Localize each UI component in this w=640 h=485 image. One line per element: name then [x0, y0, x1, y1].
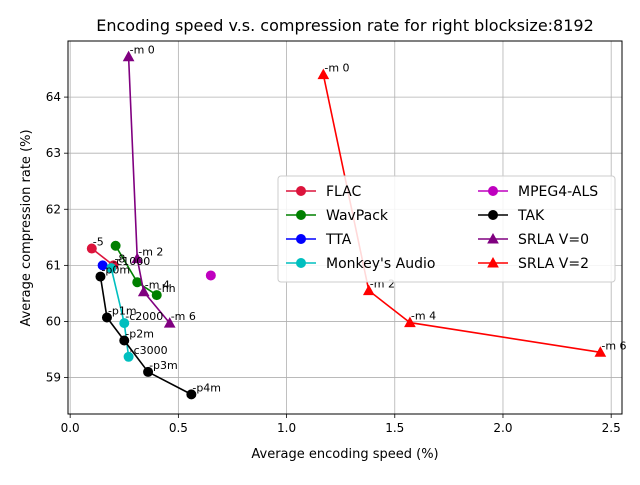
chart-title: Encoding speed v.s. compression rate for…: [96, 16, 594, 35]
legend-marker: [487, 256, 499, 268]
point-label: -m 0: [324, 62, 349, 75]
data-point: [110, 240, 121, 251]
data-point: [151, 290, 162, 301]
y-tick-label: 60: [46, 314, 61, 328]
legend-entry: SRLA V=2: [478, 256, 589, 272]
data-point: [119, 335, 130, 346]
point-label: -hh: [158, 282, 176, 295]
legend-label: SRLA V=0: [518, 232, 589, 248]
y-tick-label: 64: [46, 90, 61, 104]
x-tick-label: 1.0: [277, 421, 296, 435]
data-point: [137, 285, 150, 297]
legend-entry: Monkey's Audio: [286, 256, 435, 272]
point-label: -c1000: [112, 255, 150, 268]
legend-marker: [296, 234, 306, 244]
point-label: -p3m: [149, 359, 178, 372]
point-label: -p1m: [108, 305, 137, 318]
data-point: [106, 263, 117, 274]
legend-marker: [488, 210, 498, 220]
point-label: -5: [93, 236, 104, 249]
x-tick-label: 0.0: [61, 421, 80, 435]
point-label: -m 4: [411, 310, 436, 323]
point-label: -8: [114, 252, 125, 265]
series-srla-v-0: [122, 50, 176, 328]
legend-entry: WavPack: [286, 208, 389, 224]
data-point: [122, 50, 135, 62]
point-label: -m 6: [171, 310, 196, 323]
legend-label: TTA: [325, 232, 352, 248]
data-point: [404, 316, 416, 328]
legend-label: SRLA V=2: [518, 256, 589, 272]
data-point: [362, 284, 375, 296]
x-tick-label: 2.5: [602, 421, 621, 435]
point-label: -m 6: [601, 339, 626, 352]
y-tick-label: 63: [46, 146, 61, 160]
series-wavpack: [110, 240, 162, 301]
series-tak: [95, 271, 197, 400]
tick-layer: 0.0 0.5 1.0 1.5 2.0 2.5 59 60 61 62 63 64: [46, 90, 621, 435]
data-point: [163, 317, 176, 328]
data-point: [132, 277, 143, 288]
point-label: -c3000: [130, 344, 168, 357]
data-point: [594, 346, 607, 357]
data-point: [119, 318, 130, 329]
legend-entry: MPEG4-ALS: [478, 184, 598, 200]
point-label: -m 0: [130, 44, 155, 57]
point-label: -p4m: [192, 381, 221, 394]
data-point: [86, 243, 97, 254]
legend-entry: SRLA V=0: [478, 232, 589, 248]
legend-marker: [296, 258, 306, 268]
point-label-layer: -5 -8 -hh -c1000 -c2000 -c3000 -p0m -p1m -p2m -p3…: [93, 44, 627, 395]
series-mpeg4-als: [205, 270, 216, 281]
data-point: [123, 351, 134, 362]
x-tick-label: 0.5: [169, 421, 188, 435]
legend-entry: TTA: [286, 232, 352, 248]
data-point: [131, 252, 144, 264]
plot-frame: [67, 40, 623, 415]
legend-marker: [296, 186, 306, 196]
data-point: [97, 260, 108, 271]
series-line: [127, 56, 171, 324]
legend-marker: [296, 210, 306, 220]
legend-label: FLAC: [326, 184, 362, 200]
x-tick-label: 2.0: [493, 421, 512, 435]
point-label: -p2m: [125, 328, 154, 341]
legend: FLAC WavPack TTA Monkey's Audio MPEG4-ALS TAK…: [277, 175, 616, 283]
y-tick-label: 61: [46, 258, 61, 272]
data-point: [205, 270, 216, 281]
legend-box: [277, 175, 616, 283]
y-axis-label: Average compression rate (%): [19, 129, 34, 326]
legend-label: WavPack: [326, 208, 389, 224]
legend-entry: FLAC: [286, 184, 362, 200]
data-point: [101, 312, 112, 323]
data-point: [95, 271, 106, 282]
y-tick-label: 62: [46, 202, 61, 216]
data-point: [143, 366, 154, 377]
legend-label: MPEG4-ALS: [518, 184, 598, 200]
x-axis-label: Average encoding speed (%): [251, 447, 438, 462]
legend-marker: [487, 232, 499, 244]
point-label: -p0m: [101, 264, 130, 277]
data-point: [317, 68, 330, 80]
point-label: -c2000: [125, 310, 163, 323]
series-tta: [97, 260, 108, 271]
legend-label: Monkey's Audio: [326, 256, 435, 272]
legend-marker: [488, 186, 498, 196]
point-label: -m 2: [138, 246, 163, 259]
point-label: -m 4: [145, 279, 170, 292]
x-tick-label: 1.5: [385, 421, 404, 435]
legend-entry: TAK: [478, 208, 545, 224]
data-point: [186, 389, 197, 400]
legend-label: TAK: [517, 208, 545, 224]
y-tick-label: 59: [46, 371, 61, 385]
